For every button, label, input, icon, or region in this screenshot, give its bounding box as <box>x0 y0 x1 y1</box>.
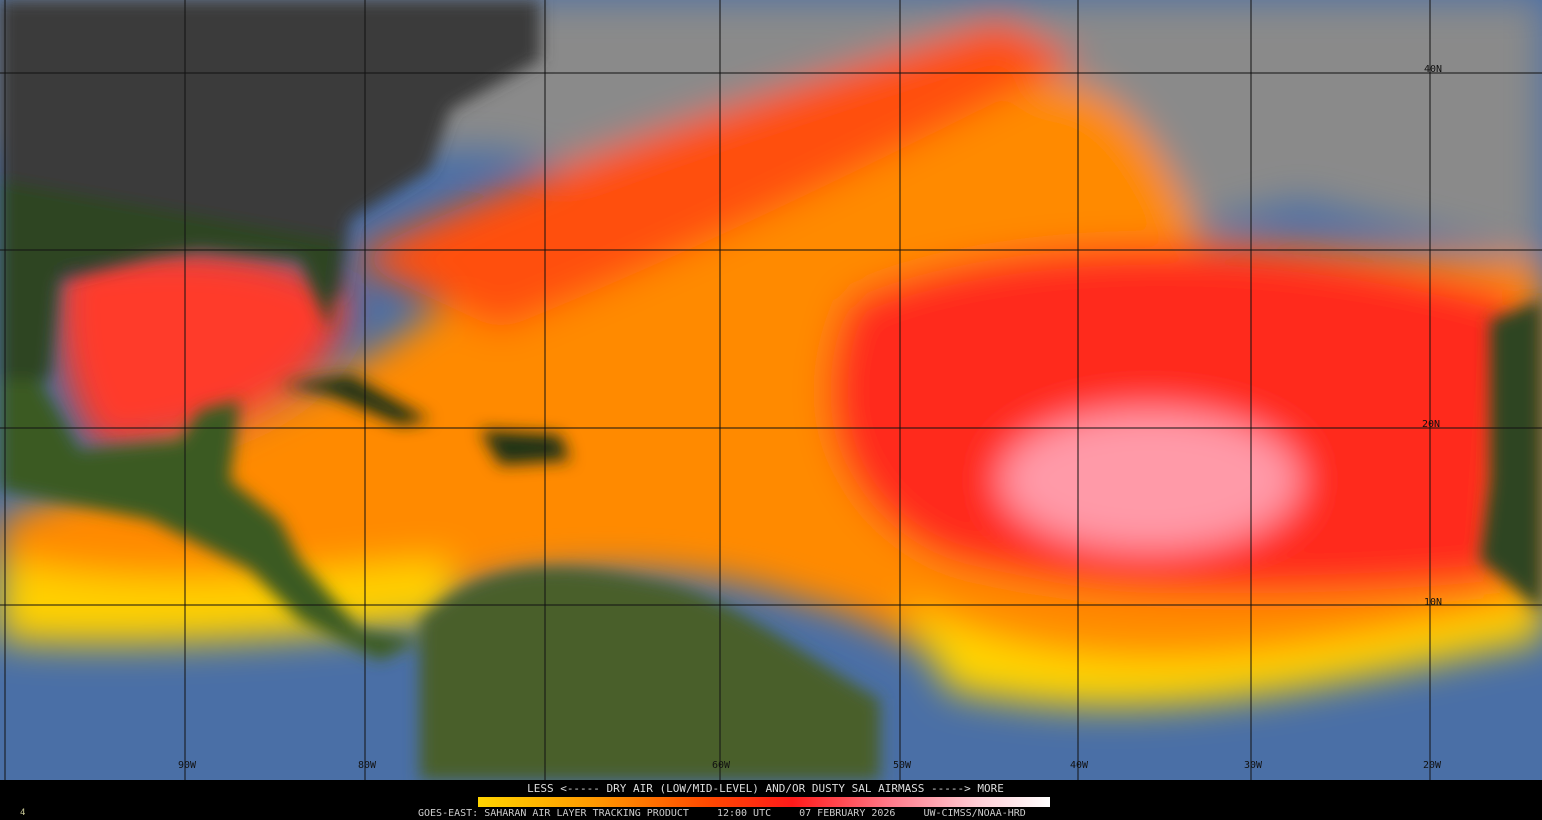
lon-label: 40W <box>1070 760 1089 771</box>
lon-label: 90W <box>178 760 197 771</box>
lon-label: 60W <box>712 760 731 771</box>
credit: UW-CIMSS/NOAA-HRD <box>923 808 1026 819</box>
lat-lon-grid <box>0 0 1542 780</box>
land-cuba <box>280 375 430 425</box>
land-gulf-coast <box>0 180 340 380</box>
lon-label: 50W <box>893 760 912 771</box>
lon-label: 20W <box>1423 760 1442 771</box>
land-north-america <box>0 0 540 380</box>
dry-air-gulf <box>56 248 351 450</box>
date: 07 FEBRUARY 2026 <box>799 808 896 819</box>
product-name: GOES-EAST: SAHARAN AIR LAYER TRACKING PR… <box>418 808 689 819</box>
frame-number: 4 <box>20 808 26 818</box>
land-mexico-central-america <box>0 380 420 660</box>
lat-label: 40N <box>1424 64 1443 75</box>
legend-title: LESS <----- DRY AIR (LOW/MID-LEVEL) AND/… <box>527 782 1004 795</box>
time-utc: 12:00 UTC <box>716 808 772 819</box>
lat-label: 10N <box>1424 597 1443 608</box>
lon-label: 30W <box>1244 760 1263 771</box>
footer: GOES-EAST: SAHARAN AIR LAYER TRACKING PR… <box>418 808 1026 819</box>
lat-label: 20N <box>1422 419 1441 430</box>
lon-label: 80W <box>358 760 377 771</box>
land-africa <box>1480 300 1542 610</box>
land-hispaniola <box>480 430 570 465</box>
dry-air-stream <box>350 20 1080 330</box>
sal-dense-core <box>1000 410 1300 550</box>
legend-color-bar <box>478 797 1050 807</box>
dry-air-edge-yellow-east <box>900 600 1542 707</box>
land-south-america <box>420 568 880 780</box>
satellite-map <box>0 0 1542 780</box>
